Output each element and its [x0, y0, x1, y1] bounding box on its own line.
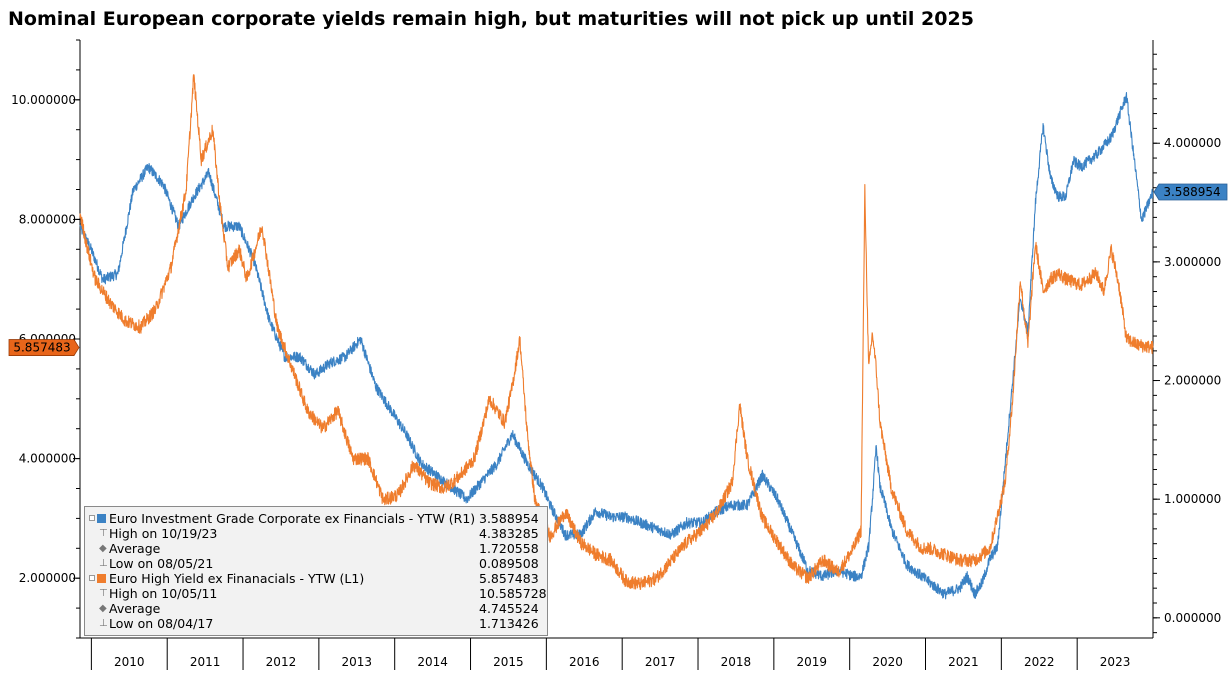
- axes-layer: 2.0000004.0000006.0000008.00000010.00000…: [11, 39, 1221, 670]
- stat-marker-icon: ◆: [99, 543, 107, 554]
- left-tick-label: 10.000000: [11, 93, 76, 107]
- x-tick-label: 2014: [417, 655, 448, 669]
- collapse-box-icon: [89, 575, 95, 581]
- x-tick-label: 2017: [645, 655, 676, 669]
- right-tick-label: 3.000000: [1164, 255, 1221, 269]
- legend-series-row: Euro High Yield ex Finanacials - YTW (L1…: [85, 571, 547, 586]
- last-value-label-hy: 5.857483: [13, 341, 70, 355]
- stat-marker-icon: ⊥: [99, 618, 108, 629]
- left-tick-label: 4.000000: [19, 452, 76, 466]
- x-tick-label: 2012: [266, 655, 297, 669]
- chart-title: Nominal European corporate yields remain…: [8, 8, 974, 30]
- legend-stat-label: Average: [109, 601, 161, 616]
- legend-series-row: Euro Investment Grade Corporate ex Finan…: [85, 511, 547, 526]
- right-tick-label: 1.000000: [1164, 492, 1221, 506]
- collapse-box-icon: [89, 515, 95, 521]
- series-line-1: [79, 74, 1154, 590]
- legend-stat-row: ⊥ Low on 08/05/21 0.089508: [85, 556, 547, 571]
- legend-stat-label: High on 10/05/11: [109, 586, 218, 601]
- x-tick-label: 2023: [1100, 655, 1131, 669]
- legend-stat-label: High on 10/19/23: [109, 526, 218, 541]
- series-layer: [79, 74, 1154, 600]
- legend-stat-row: ◆ Average 4.745524: [85, 601, 547, 616]
- stat-marker-icon: ⊤: [99, 588, 108, 599]
- legend-value: 10.585728: [479, 586, 547, 601]
- legend-stat-label: Low on 08/05/21: [109, 556, 214, 571]
- legend-series-label: Euro High Yield ex Finanacials - YTW (L1…: [109, 571, 365, 586]
- x-tick-label: 2015: [493, 655, 524, 669]
- series-line-0: [79, 91, 1154, 600]
- last-value-flag-ig: [1153, 183, 1228, 201]
- legend-value: 3.588954: [479, 511, 539, 526]
- last-value-flag-hy: [8, 339, 80, 356]
- legend-value: 4.383285: [479, 526, 539, 541]
- stat-marker-icon: ⊥: [99, 558, 108, 569]
- legend-stat-row: ⊤ High on 10/05/11 10.585728: [85, 586, 547, 601]
- x-tick-label: 2011: [190, 655, 221, 669]
- legend-stat-row: ⊥ Low on 08/04/17 1.713426: [85, 616, 547, 631]
- legend-stat-row: ⊤ High on 10/19/23 4.383285: [85, 526, 547, 541]
- stat-marker-icon: ⊤: [99, 528, 108, 539]
- x-tick-label: 2016: [569, 655, 600, 669]
- x-tick-label: 2022: [1024, 655, 1055, 669]
- legend: Euro Investment Grade Corporate ex Finan…: [84, 506, 548, 636]
- legend-value: 1.713426: [479, 616, 539, 631]
- x-tick-label: 2019: [796, 655, 827, 669]
- legend-series-label: Euro Investment Grade Corporate ex Finan…: [109, 511, 476, 526]
- x-tick-label: 2021: [948, 655, 979, 669]
- left-tick-label: 2.000000: [19, 571, 76, 585]
- legend-swatch: [97, 574, 106, 583]
- value-label-layer: 3.588954 5.857483: [8, 183, 1228, 356]
- x-tick-label: 2013: [342, 655, 373, 669]
- right-tick-label: 0.000000: [1164, 611, 1221, 625]
- legend-stat-label: Average: [109, 541, 161, 556]
- legend-value: 0.089508: [479, 556, 539, 571]
- legend-value: 5.857483: [479, 571, 539, 586]
- x-tick-label: 2020: [872, 655, 903, 669]
- right-tick-label: 4.000000: [1164, 136, 1221, 150]
- legend-stat-label: Low on 08/04/17: [109, 616, 214, 631]
- legend-value: 4.745524: [479, 601, 539, 616]
- x-tick-label: 2018: [721, 655, 752, 669]
- right-tick-label: 2.000000: [1164, 374, 1221, 388]
- x-tick-label: 2010: [114, 655, 145, 669]
- legend-value: 1.720558: [479, 541, 539, 556]
- last-value-label-ig: 3.588954: [1163, 185, 1220, 199]
- left-tick-label: 8.000000: [19, 212, 76, 226]
- legend-stat-row: ◆ Average 1.720558: [85, 541, 547, 556]
- stat-marker-icon: ◆: [99, 603, 107, 614]
- legend-swatch: [97, 514, 106, 523]
